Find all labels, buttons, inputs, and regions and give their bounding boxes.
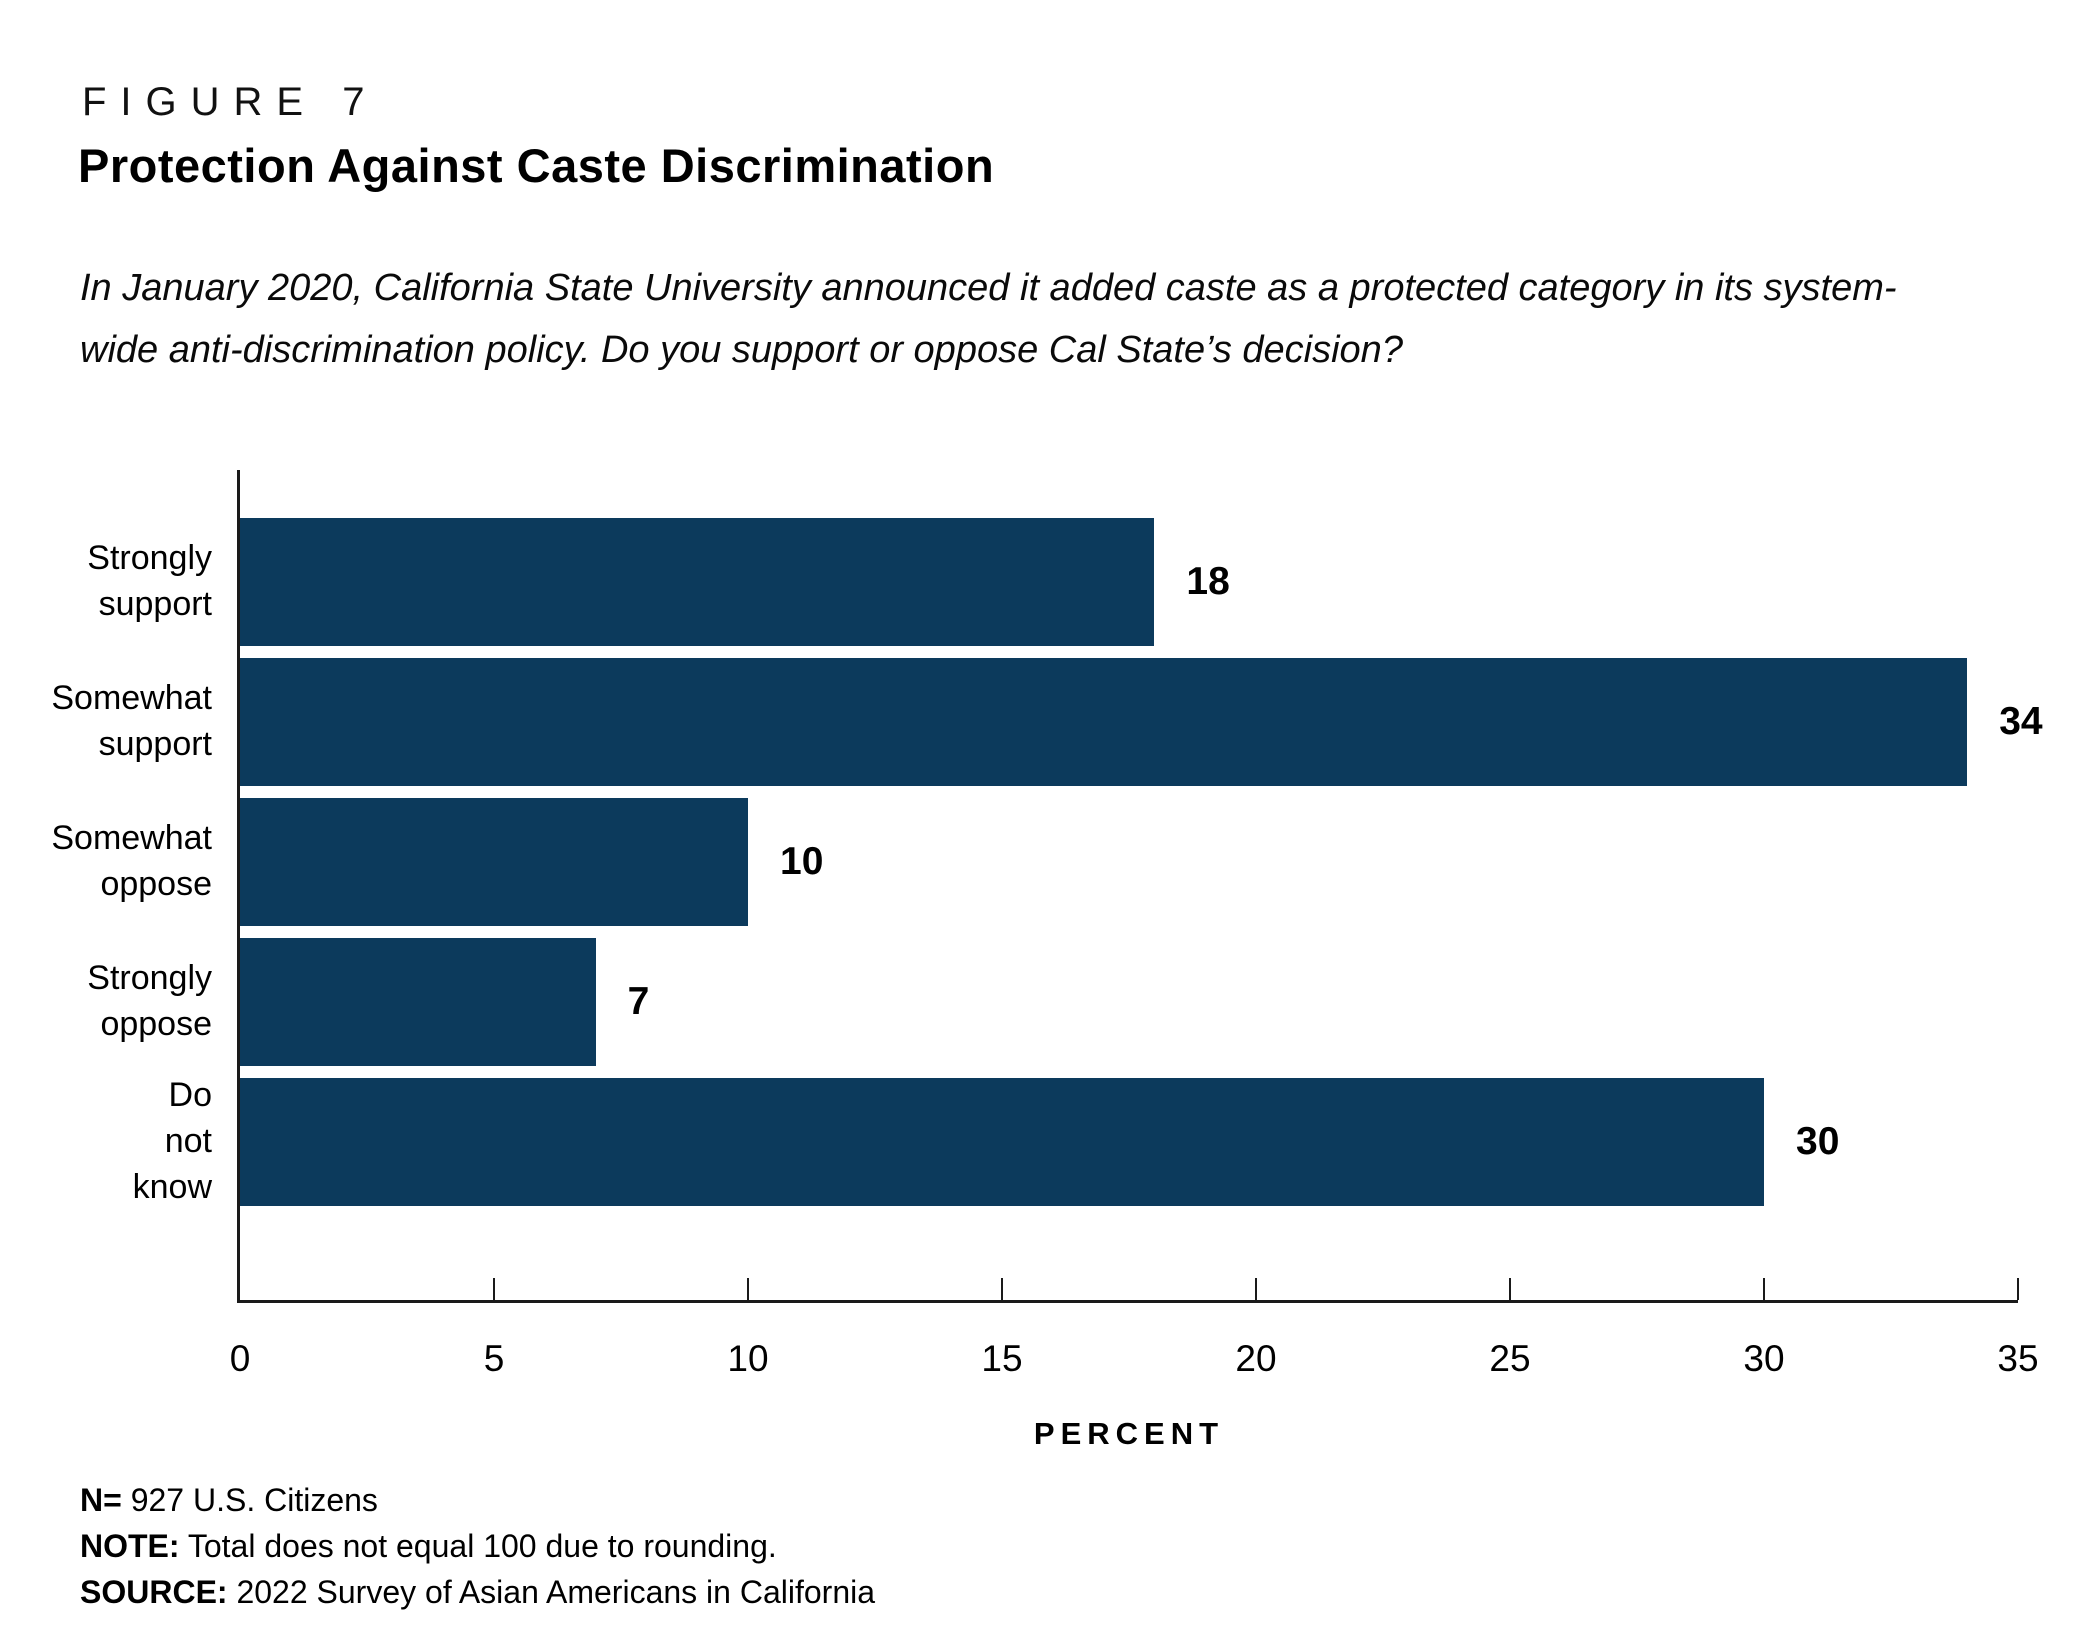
footnote-text: 2022 Survey of Asian Americans in Califo…: [227, 1573, 876, 1610]
footnote-line: N= 927 U.S. Citizens: [80, 1478, 875, 1524]
bar-value-label: 7: [627, 980, 650, 1023]
x-axis-tick-label: 5: [483, 1338, 505, 1379]
footnotes: N= 927 U.S. Citizens NOTE: Total does not…: [80, 1478, 875, 1615]
footnote-prefix: NOTE:: [80, 1527, 180, 1564]
x-axis-title: PERCENT: [1033, 1416, 1225, 1451]
x-axis-tick: [2017, 1278, 2019, 1300]
x-axis-tick-label: 20: [1235, 1338, 1277, 1379]
x-axis-tick-label: 15: [981, 1338, 1023, 1379]
plot-area: PERCENT Strongly support 18 Somewhat suppo…: [51, 470, 2043, 1451]
footnote-prefix: N=: [80, 1482, 122, 1518]
x-axis-tick-label: 35: [1997, 1338, 2039, 1379]
x-axis-tick-label: 10: [727, 1338, 769, 1379]
x-axis-tick: [747, 1278, 749, 1300]
footnote-line: NOTE: Total does not equal 100 due to ro…: [80, 1524, 875, 1570]
x-axis-tick: [493, 1278, 495, 1300]
x-axis-tick-label: 25: [1489, 1338, 1531, 1379]
bar-value-label: 10: [780, 840, 824, 883]
category-label: Do not know: [132, 1076, 212, 1206]
bar: [240, 518, 1155, 646]
figure-subtitle: In January 2020, California State Univer…: [80, 267, 1897, 371]
bar: [240, 938, 596, 1066]
figure-title: Protection Against Caste Discrimination: [78, 139, 995, 192]
category-label: Strongly support: [87, 539, 212, 623]
x-axis-tick-label: 30: [1743, 1338, 1785, 1379]
footnote-line: SOURCE: 2022 Survey of Asian Americans i…: [80, 1570, 875, 1616]
category-label: Strongly oppose: [87, 959, 212, 1043]
footnote-text: Total does not equal 100 due to rounding…: [179, 1527, 777, 1564]
bar-value-label: 30: [1796, 1120, 1840, 1163]
figure-number-label: FIGURE 7: [82, 80, 379, 124]
x-axis-tick: [1255, 1278, 1257, 1300]
bar-value-label: 34: [1999, 700, 2043, 743]
x-axis-tick: [1509, 1278, 1511, 1300]
bar: [240, 1078, 1764, 1206]
x-axis-tick: [1763, 1278, 1765, 1300]
footnote-prefix: SOURCE:: [80, 1573, 228, 1610]
x-axis-tick: [1001, 1278, 1003, 1300]
bar: [240, 658, 1968, 786]
category-label: Somewhat oppose: [51, 819, 212, 903]
bar: [240, 798, 748, 926]
bar-value-label: 18: [1186, 560, 1230, 603]
footnote-text: 927 U.S. Citizens: [121, 1482, 378, 1518]
x-axis-tick-label: 0: [229, 1338, 251, 1379]
category-label: Somewhat support: [51, 679, 212, 763]
